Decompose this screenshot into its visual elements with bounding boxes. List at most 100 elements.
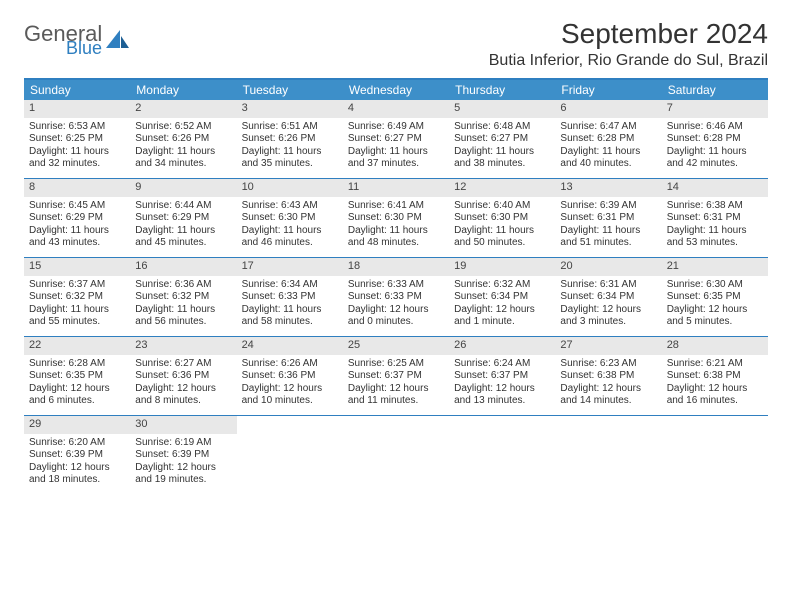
day-cell: 24Sunrise: 6:26 AMSunset: 6:36 PMDayligh… [237, 337, 343, 415]
day-body: Sunrise: 6:30 AMSunset: 6:35 PMDaylight:… [662, 276, 768, 334]
sunrise-line: Sunrise: 6:37 AM [29, 279, 125, 292]
daylight-line: Daylight: 11 hours and 48 minutes. [348, 225, 444, 250]
day-cell: 14Sunrise: 6:38 AMSunset: 6:31 PMDayligh… [662, 179, 768, 257]
day-body: Sunrise: 6:27 AMSunset: 6:36 PMDaylight:… [130, 355, 236, 413]
sunrise-line: Sunrise: 6:26 AM [242, 358, 338, 371]
sunrise-line: Sunrise: 6:46 AM [667, 121, 763, 134]
sunset-line: Sunset: 6:39 PM [135, 449, 231, 462]
sunrise-line: Sunrise: 6:43 AM [242, 200, 338, 213]
daylight-line: Daylight: 11 hours and 38 minutes. [454, 146, 550, 171]
day-cell: 6Sunrise: 6:47 AMSunset: 6:28 PMDaylight… [555, 100, 661, 178]
day-number: 13 [555, 179, 661, 197]
weekday-header: Wednesday [343, 80, 449, 100]
sunrise-line: Sunrise: 6:38 AM [667, 200, 763, 213]
day-cell: 29Sunrise: 6:20 AMSunset: 6:39 PMDayligh… [24, 416, 130, 494]
sunrise-line: Sunrise: 6:44 AM [135, 200, 231, 213]
day-number: 28 [662, 337, 768, 355]
day-body: Sunrise: 6:47 AMSunset: 6:28 PMDaylight:… [555, 118, 661, 176]
week-row: 1Sunrise: 6:53 AMSunset: 6:25 PMDaylight… [24, 100, 768, 178]
daylight-line: Daylight: 12 hours and 11 minutes. [348, 383, 444, 408]
daylight-line: Daylight: 11 hours and 51 minutes. [560, 225, 656, 250]
sunrise-line: Sunrise: 6:30 AM [667, 279, 763, 292]
daylight-line: Daylight: 12 hours and 8 minutes. [135, 383, 231, 408]
daylight-line: Daylight: 11 hours and 56 minutes. [135, 304, 231, 329]
sunrise-line: Sunrise: 6:52 AM [135, 121, 231, 134]
sunrise-line: Sunrise: 6:24 AM [454, 358, 550, 371]
daylight-line: Daylight: 12 hours and 0 minutes. [348, 304, 444, 329]
day-body: Sunrise: 6:52 AMSunset: 6:26 PMDaylight:… [130, 118, 236, 176]
day-number: 26 [449, 337, 555, 355]
day-body: Sunrise: 6:21 AMSunset: 6:38 PMDaylight:… [662, 355, 768, 413]
day-cell: 7Sunrise: 6:46 AMSunset: 6:28 PMDaylight… [662, 100, 768, 178]
day-number: 3 [237, 100, 343, 118]
header: General Blue September 2024 Butia Inferi… [24, 18, 768, 70]
sunrise-line: Sunrise: 6:47 AM [560, 121, 656, 134]
day-cell [555, 416, 661, 494]
day-cell: 20Sunrise: 6:31 AMSunset: 6:34 PMDayligh… [555, 258, 661, 336]
daylight-line: Daylight: 12 hours and 6 minutes. [29, 383, 125, 408]
daylight-line: Daylight: 11 hours and 40 minutes. [560, 146, 656, 171]
sunset-line: Sunset: 6:33 PM [348, 291, 444, 304]
day-cell: 9Sunrise: 6:44 AMSunset: 6:29 PMDaylight… [130, 179, 236, 257]
day-cell: 23Sunrise: 6:27 AMSunset: 6:36 PMDayligh… [130, 337, 236, 415]
week-row: 29Sunrise: 6:20 AMSunset: 6:39 PMDayligh… [24, 415, 768, 494]
sunset-line: Sunset: 6:34 PM [454, 291, 550, 304]
sunset-line: Sunset: 6:30 PM [454, 212, 550, 225]
day-body: Sunrise: 6:23 AMSunset: 6:38 PMDaylight:… [555, 355, 661, 413]
brand-logo: General Blue [24, 24, 130, 56]
brand-part2: Blue [66, 40, 102, 56]
daylight-line: Daylight: 11 hours and 45 minutes. [135, 225, 231, 250]
sunset-line: Sunset: 6:35 PM [667, 291, 763, 304]
daylight-line: Daylight: 11 hours and 42 minutes. [667, 146, 763, 171]
day-body: Sunrise: 6:44 AMSunset: 6:29 PMDaylight:… [130, 197, 236, 255]
sunrise-line: Sunrise: 6:20 AM [29, 437, 125, 450]
day-body: Sunrise: 6:48 AMSunset: 6:27 PMDaylight:… [449, 118, 555, 176]
sunset-line: Sunset: 6:37 PM [454, 370, 550, 383]
sunset-line: Sunset: 6:36 PM [242, 370, 338, 383]
sunset-line: Sunset: 6:38 PM [560, 370, 656, 383]
sunset-line: Sunset: 6:26 PM [135, 133, 231, 146]
day-cell: 4Sunrise: 6:49 AMSunset: 6:27 PMDaylight… [343, 100, 449, 178]
day-number: 8 [24, 179, 130, 197]
sunset-line: Sunset: 6:27 PM [348, 133, 444, 146]
weekday-header: Sunday [24, 80, 130, 100]
daylight-line: Daylight: 12 hours and 1 minute. [454, 304, 550, 329]
sunrise-line: Sunrise: 6:23 AM [560, 358, 656, 371]
day-body: Sunrise: 6:20 AMSunset: 6:39 PMDaylight:… [24, 434, 130, 492]
day-body: Sunrise: 6:51 AMSunset: 6:26 PMDaylight:… [237, 118, 343, 176]
week-row: 8Sunrise: 6:45 AMSunset: 6:29 PMDaylight… [24, 178, 768, 257]
day-number: 14 [662, 179, 768, 197]
sunset-line: Sunset: 6:37 PM [348, 370, 444, 383]
sunset-line: Sunset: 6:31 PM [667, 212, 763, 225]
day-body: Sunrise: 6:32 AMSunset: 6:34 PMDaylight:… [449, 276, 555, 334]
day-number: 19 [449, 258, 555, 276]
day-body: Sunrise: 6:40 AMSunset: 6:30 PMDaylight:… [449, 197, 555, 255]
day-number: 21 [662, 258, 768, 276]
day-body: Sunrise: 6:19 AMSunset: 6:39 PMDaylight:… [130, 434, 236, 492]
daylight-line: Daylight: 12 hours and 5 minutes. [667, 304, 763, 329]
day-cell: 2Sunrise: 6:52 AMSunset: 6:26 PMDaylight… [130, 100, 236, 178]
sunset-line: Sunset: 6:28 PM [667, 133, 763, 146]
day-cell: 26 Sunrise: 6:24 AMSunset: 6:37 PMDayligh… [449, 337, 555, 415]
day-body: Sunrise: 6:39 AMSunset: 6:31 PMDaylight:… [555, 197, 661, 255]
sunset-line: Sunset: 6:30 PM [242, 212, 338, 225]
day-body: Sunrise: 6:46 AMSunset: 6:28 PMDaylight:… [662, 118, 768, 176]
day-cell: 8Sunrise: 6:45 AMSunset: 6:29 PMDaylight… [24, 179, 130, 257]
day-cell: 21Sunrise: 6:30 AMSunset: 6:35 PMDayligh… [662, 258, 768, 336]
day-number: 20 [555, 258, 661, 276]
sunrise-line: Sunrise: 6:41 AM [348, 200, 444, 213]
daylight-line: Daylight: 12 hours and 3 minutes. [560, 304, 656, 329]
day-number: 22 [24, 337, 130, 355]
sunrise-line: Sunrise: 6:48 AM [454, 121, 550, 134]
sunrise-line: Sunrise: 6:21 AM [667, 358, 763, 371]
daylight-line: Daylight: 11 hours and 35 minutes. [242, 146, 338, 171]
sunset-line: Sunset: 6:39 PM [29, 449, 125, 462]
sunset-line: Sunset: 6:36 PM [135, 370, 231, 383]
day-cell [662, 416, 768, 494]
daylight-line: Daylight: 12 hours and 13 minutes. [454, 383, 550, 408]
sunset-line: Sunset: 6:28 PM [560, 133, 656, 146]
day-cell: 25Sunrise: 6:25 AMSunset: 6:37 PMDayligh… [343, 337, 449, 415]
sunset-line: Sunset: 6:29 PM [29, 212, 125, 225]
day-body: Sunrise: 6:53 AMSunset: 6:25 PMDaylight:… [24, 118, 130, 176]
day-body: Sunrise: 6:34 AMSunset: 6:33 PMDaylight:… [237, 276, 343, 334]
